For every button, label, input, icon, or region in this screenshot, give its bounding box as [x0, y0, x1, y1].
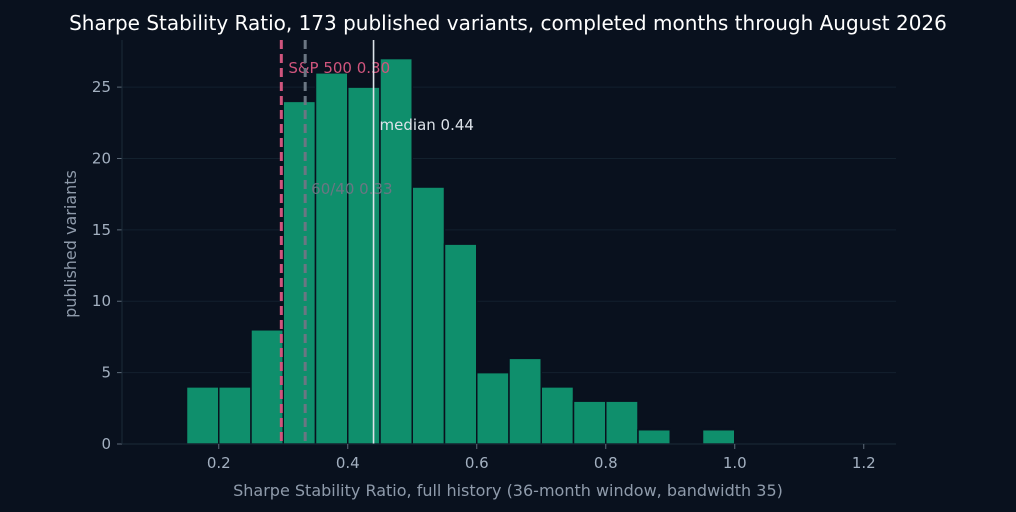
- reference-line-label: 60/40 0.33: [311, 180, 392, 198]
- reference-lines: S&P 500 0.30 60/40 0.33 median 0.44: [279, 40, 474, 444]
- histogram-bar: [347, 86, 381, 445]
- reference-line-label: S&P 500 0.30: [288, 59, 390, 77]
- histogram-bar: [185, 386, 220, 445]
- histogram-bar: [250, 329, 284, 445]
- histogram-bar: [637, 428, 671, 445]
- histogram-bar: [379, 57, 413, 445]
- y-tick-label: 5: [101, 364, 111, 382]
- y-tick-label: 25: [92, 78, 111, 96]
- x-tick-label: 0.8: [594, 454, 618, 472]
- histogram-bar: [540, 386, 575, 445]
- y-tick-label: 10: [92, 292, 111, 310]
- axes: 0 5 10 15 20 25 0.2 0.4 0.6 0.8 1.0 1.2: [92, 40, 896, 472]
- x-tick-label: 0.2: [207, 454, 231, 472]
- histogram-bar: [605, 400, 639, 445]
- histogram-bar: [701, 428, 736, 445]
- histogram-bar: [572, 400, 607, 445]
- histogram-bar: [282, 100, 317, 445]
- y-tick-label: 0: [101, 435, 111, 453]
- histogram-bar: [476, 371, 510, 445]
- x-tick-label: 1.2: [852, 454, 876, 472]
- reference-line-label: median 0.44: [380, 116, 474, 134]
- bars: [185, 57, 736, 445]
- chart-title: Sharpe Stability Ratio, 173 published va…: [69, 11, 947, 35]
- y-tick-label: 20: [92, 149, 111, 167]
- x-tick-label: 0.4: [336, 454, 360, 472]
- histogram-bar: [411, 186, 446, 445]
- histogram-bar: [443, 243, 478, 445]
- y-axis-label: published variants: [61, 170, 80, 318]
- histogram-bar: [218, 386, 252, 445]
- x-axis-label: Sharpe Stability Ratio, full history (36…: [233, 481, 783, 500]
- histogram-bar: [508, 357, 542, 445]
- x-tick-label: 0.6: [465, 454, 489, 472]
- histogram-bar: [314, 72, 349, 445]
- y-tick-label: 15: [92, 221, 111, 239]
- x-tick-label: 1.0: [723, 454, 747, 472]
